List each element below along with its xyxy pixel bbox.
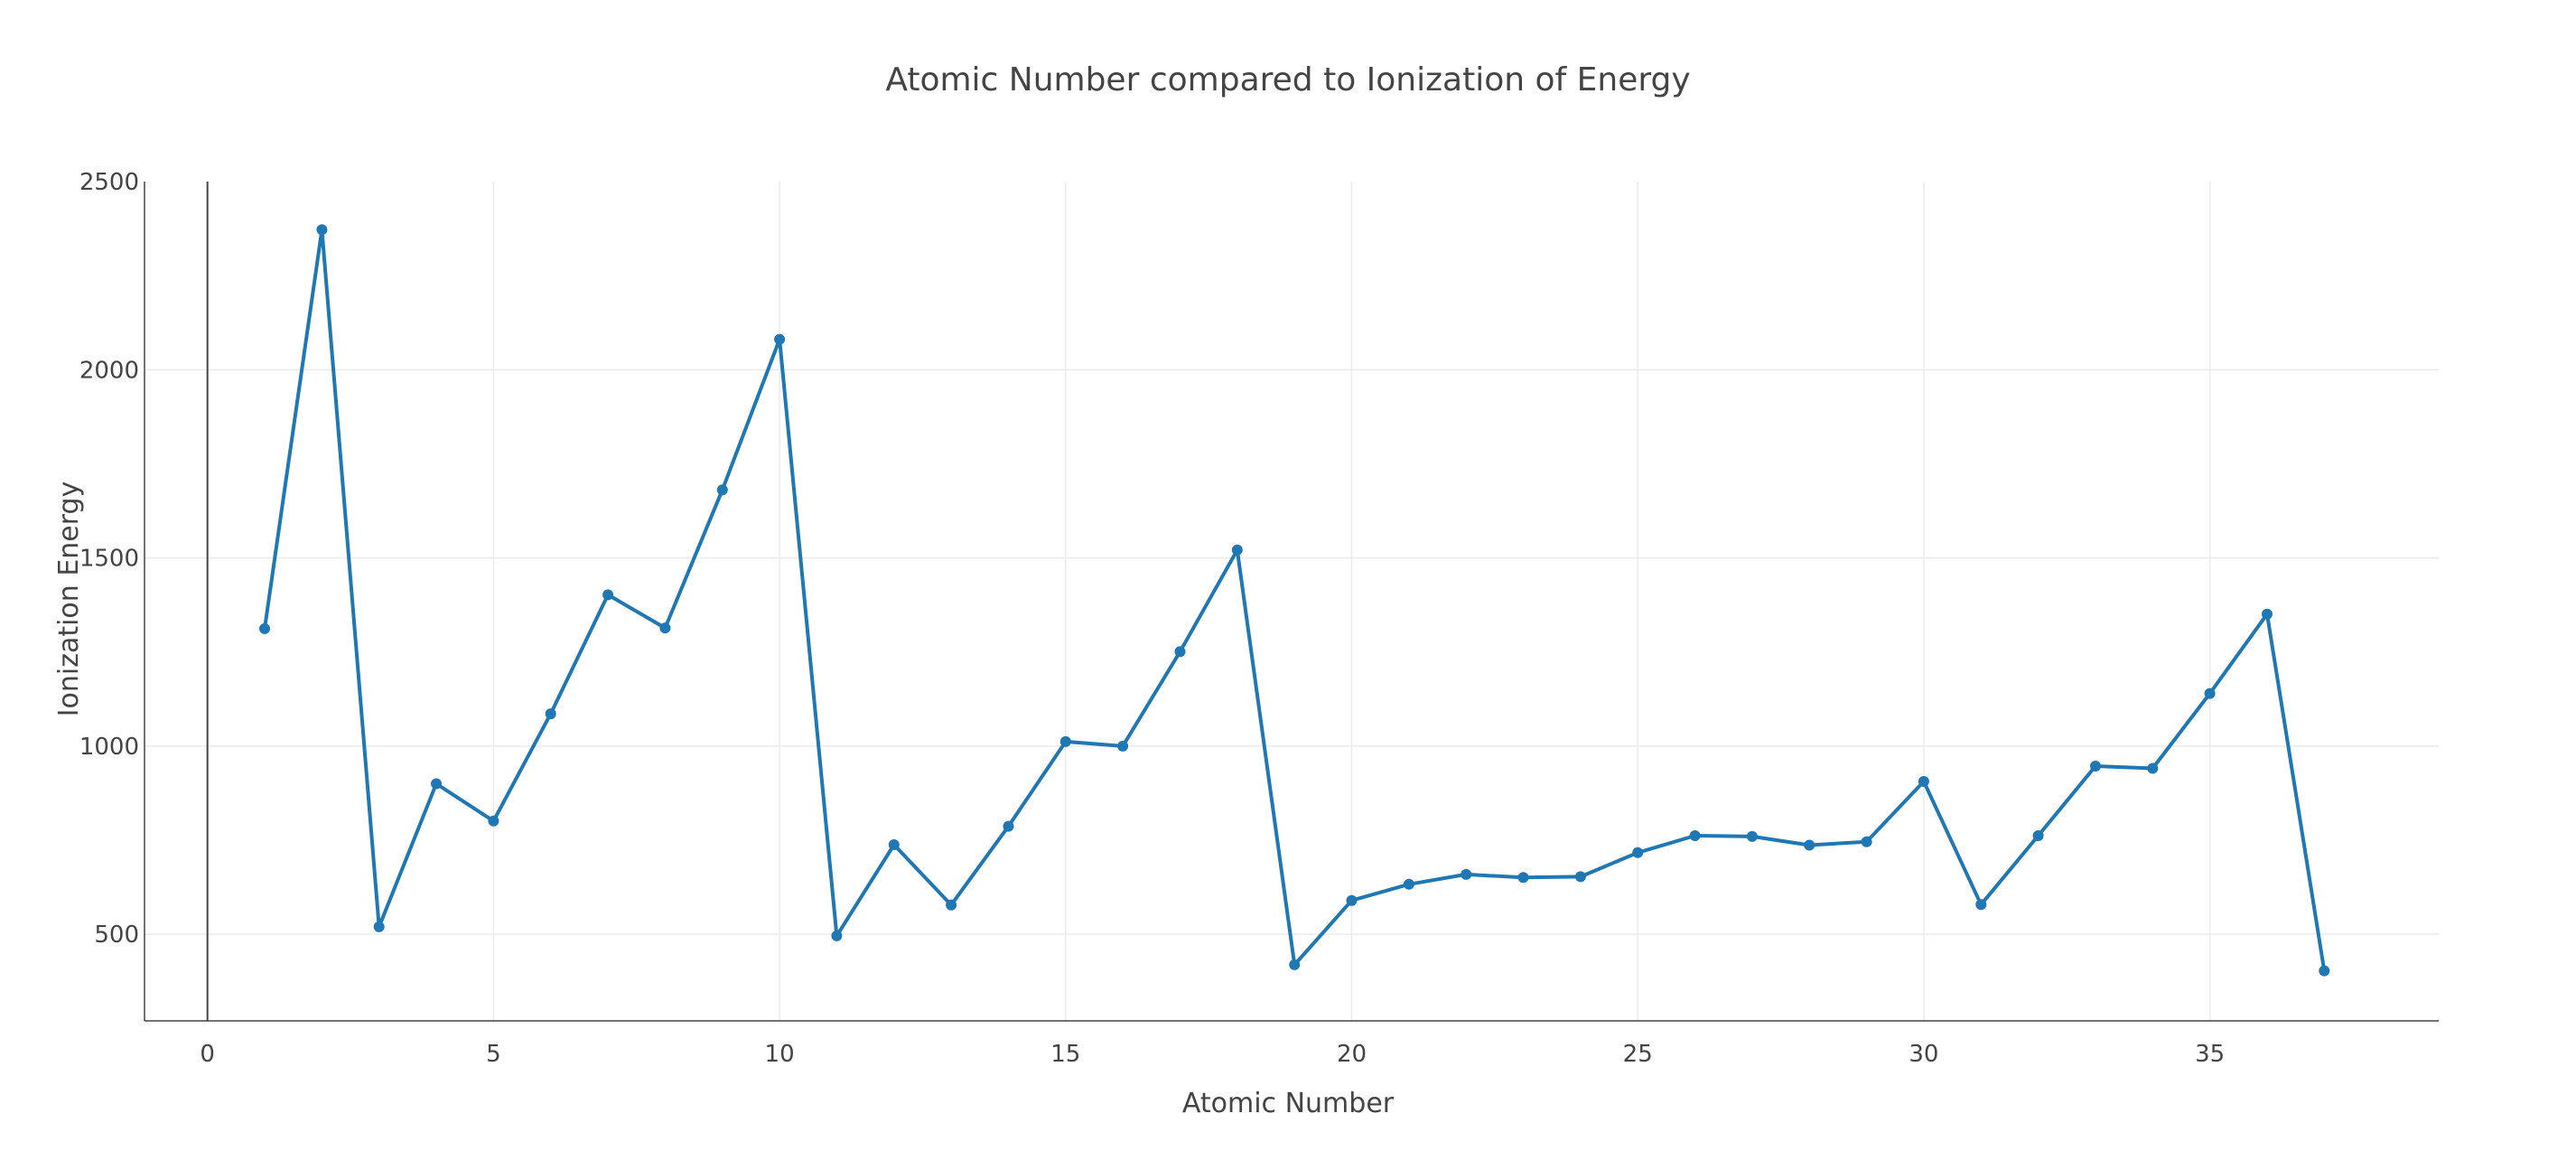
data-point [1461, 868, 1472, 880]
series-layer [259, 224, 2330, 977]
grid-layer [145, 182, 2439, 1021]
series-line [263, 228, 2327, 971]
data-point [1003, 820, 1014, 832]
data-point [1117, 740, 1129, 752]
data-point [659, 622, 671, 634]
data-point [888, 839, 900, 850]
data-point [1403, 878, 1414, 890]
data-point [316, 224, 328, 236]
data-point [259, 622, 270, 634]
x-tick-label: 20 [1337, 1041, 1367, 1068]
y-axis-title: Ionization Energy [53, 482, 85, 717]
x-tick-label: 15 [1050, 1041, 1080, 1068]
data-point [545, 708, 556, 720]
data-point [373, 921, 385, 932]
data-point [831, 930, 843, 941]
data-point [946, 899, 957, 911]
tick-layer: 0 5 10 15 20 25 30 35 500 1000 1500 2000 2500 [79, 169, 2225, 1068]
data-point [1804, 839, 1815, 851]
data-point [716, 484, 728, 496]
data-point [1861, 836, 1872, 847]
data-point [488, 815, 499, 827]
x-tick-label: 0 [200, 1041, 215, 1068]
data-point [2262, 608, 2273, 620]
data-point [1746, 830, 1758, 842]
x-tick-label: 35 [2195, 1041, 2225, 1068]
y-tick-label: 2500 [79, 169, 139, 196]
axis-layer [144, 182, 2439, 1022]
data-point [1174, 646, 1186, 658]
data-point [1689, 830, 1701, 841]
data-point [2319, 965, 2330, 977]
y-tick-label: 2000 [79, 357, 139, 384]
data-point [2032, 830, 2044, 841]
y-tick-label: 1500 [79, 546, 139, 573]
data-point [431, 778, 442, 790]
x-tick-label: 25 [1623, 1041, 1653, 1068]
data-point [2147, 762, 2159, 774]
x-tick-label: 30 [1909, 1041, 1938, 1068]
data-point [1632, 847, 1644, 858]
data-point [1517, 872, 1529, 884]
data-point [1059, 735, 1071, 747]
data-point [1346, 894, 1358, 906]
data-point [2090, 761, 2101, 772]
data-point [1975, 899, 1987, 911]
y-tick-label: 500 [94, 921, 139, 949]
x-tick-label: 5 [486, 1041, 501, 1068]
data-point [1574, 871, 1586, 883]
data-point [602, 589, 614, 601]
x-tick-label: 10 [765, 1041, 795, 1068]
x-axis-title: Atomic Number [1182, 1088, 1395, 1119]
data-point [1289, 959, 1301, 970]
y-tick-label: 1000 [79, 734, 139, 761]
data-point [774, 333, 786, 345]
chart-title: Atomic Number compared to Ionization of … [885, 61, 1690, 98]
data-point [2204, 688, 2216, 699]
data-point [1231, 544, 1243, 556]
data-point [1918, 776, 1929, 787]
